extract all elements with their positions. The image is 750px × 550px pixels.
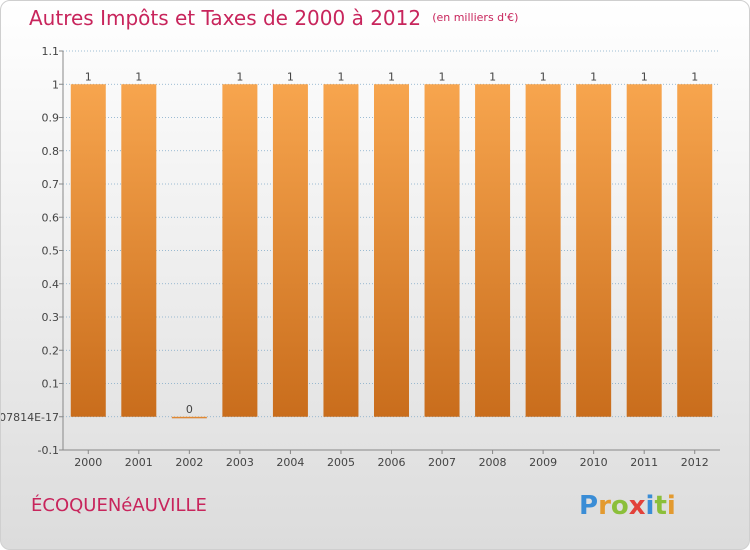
y-tick-label: 0.6 [42, 211, 60, 224]
x-tick-label: 2003 [226, 456, 254, 469]
x-tick-label: 2007 [428, 456, 456, 469]
bar-2010 [576, 84, 612, 417]
logo-letter: o [610, 491, 629, 521]
bar-2000 [70, 84, 106, 417]
y-tick-labels: 1.1 1 0.9 0.8 0.7 0.6 0.5 0.4 0.3 0.2 0.1 1.3877787… [1, 45, 59, 457]
bar-value-label: 1 [135, 70, 142, 83]
x-tick-label: 2001 [125, 456, 153, 469]
y-tick-label: 0.5 [42, 245, 60, 258]
bar-2004 [272, 84, 308, 417]
bar-value-label: 1 [489, 70, 496, 83]
bar-value-label: 1 [590, 70, 597, 83]
bar-2002 [171, 416, 207, 419]
bar-2001 [121, 84, 157, 417]
y-tick-label: 0.4 [42, 278, 60, 291]
logo-letter: t [654, 491, 667, 521]
x-tick-label: 2004 [276, 456, 304, 469]
logo-letter: i [645, 491, 655, 521]
x-tick-label: 2011 [630, 456, 658, 469]
logo-letter: x [628, 491, 646, 521]
bar-value-labels: 1 1 0 1 1 1 1 1 1 1 1 1 1 [85, 70, 698, 416]
bar-2011 [626, 84, 662, 417]
bar-2006 [374, 84, 409, 417]
bars [70, 84, 713, 419]
bar-2003 [222, 84, 258, 417]
bar-value-label: 1 [540, 70, 547, 83]
y-tick-label: 1 [52, 78, 59, 91]
x-tick-label: 2012 [681, 456, 709, 469]
chart-title: Autres Impôts et Taxes de 2000 à 2012 (e… [29, 6, 518, 30]
bar-value-label: 1 [287, 70, 294, 83]
bar-value-label: 1 [85, 70, 92, 83]
chart-unit-text: (en milliers d'€) [432, 11, 519, 24]
bar-2007 [424, 84, 460, 417]
bar-2012 [677, 84, 713, 417]
bar-value-label: 1 [337, 70, 344, 83]
x-tick-label: 2008 [479, 456, 507, 469]
x-tick-label: 2010 [580, 456, 608, 469]
x-tick-label: 2005 [327, 456, 355, 469]
bar-value-label: 1 [641, 70, 648, 83]
bar-2008 [475, 84, 511, 417]
y-tick-label: 0.9 [42, 112, 60, 125]
y-tick-label: 1.1 [42, 45, 60, 58]
axes [59, 50, 720, 454]
bar-2005 [323, 84, 359, 417]
bar-value-label: 1 [691, 70, 698, 83]
x-tick-labels: 2000 2001 2002 2003 2004 2005 2006 2007 2008 2009… [74, 456, 708, 469]
y-tick-label: 0.2 [42, 344, 60, 357]
x-tick-label: 2009 [529, 456, 557, 469]
x-tick-label: 2000 [74, 456, 102, 469]
logo-letter: r [598, 491, 611, 521]
y-tick-label: 0.1 [42, 378, 60, 391]
place-name: ÉCOQUENéAUVILLE [31, 495, 207, 516]
y-tick-label: 0.7 [42, 178, 60, 191]
bar-value-label: 0 [186, 403, 193, 416]
bar-value-label: 1 [439, 70, 446, 83]
x-tick-label: 2006 [378, 456, 406, 469]
x-tick-label: 2002 [175, 456, 203, 469]
logo-letter: i [666, 491, 676, 521]
y-tick-label: 0.3 [42, 311, 60, 324]
y-tick-label: 0.8 [42, 145, 60, 158]
bar-value-label: 1 [236, 70, 243, 83]
y-tick-label: 1.3877787807814E-17 [1, 411, 59, 424]
proxiti-logo: Proxiti [579, 491, 676, 521]
y-tick-label: -0.1 [38, 444, 59, 457]
chart-title-text: Autres Impôts et Taxes de 2000 à 2012 [29, 6, 422, 30]
logo-letter: P [579, 491, 599, 521]
bar-value-label: 1 [388, 70, 395, 83]
bar-2009 [525, 84, 561, 417]
